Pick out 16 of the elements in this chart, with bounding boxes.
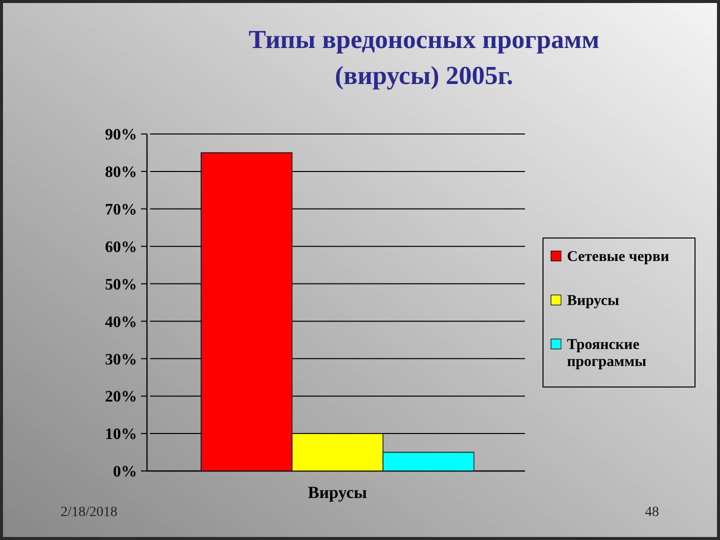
y-tick-label: 70% xyxy=(105,201,137,218)
y-tick-label: 90% xyxy=(105,126,137,144)
y-tick-label: 10% xyxy=(105,426,137,444)
y-tick-label: 20% xyxy=(105,388,137,406)
legend-label: Троянские программы xyxy=(567,337,647,370)
y-tick-label: 40% xyxy=(105,314,137,331)
text: 2/18/2018 xyxy=(60,505,118,520)
y-tick-label: 30% xyxy=(105,351,137,368)
y-tick-label: 80% xyxy=(105,164,137,182)
chart-title: Типы вредоносных программ (вирусы) 2005г. xyxy=(248,25,600,90)
y-tick-label: 60% xyxy=(105,238,137,256)
text: 48 xyxy=(645,505,659,520)
legend-label: Сетевые черви xyxy=(567,249,670,265)
legend-label: Вирусы xyxy=(567,293,620,309)
y-tick-label: 50% xyxy=(105,276,137,294)
y-tick-label: 0% xyxy=(113,464,137,481)
